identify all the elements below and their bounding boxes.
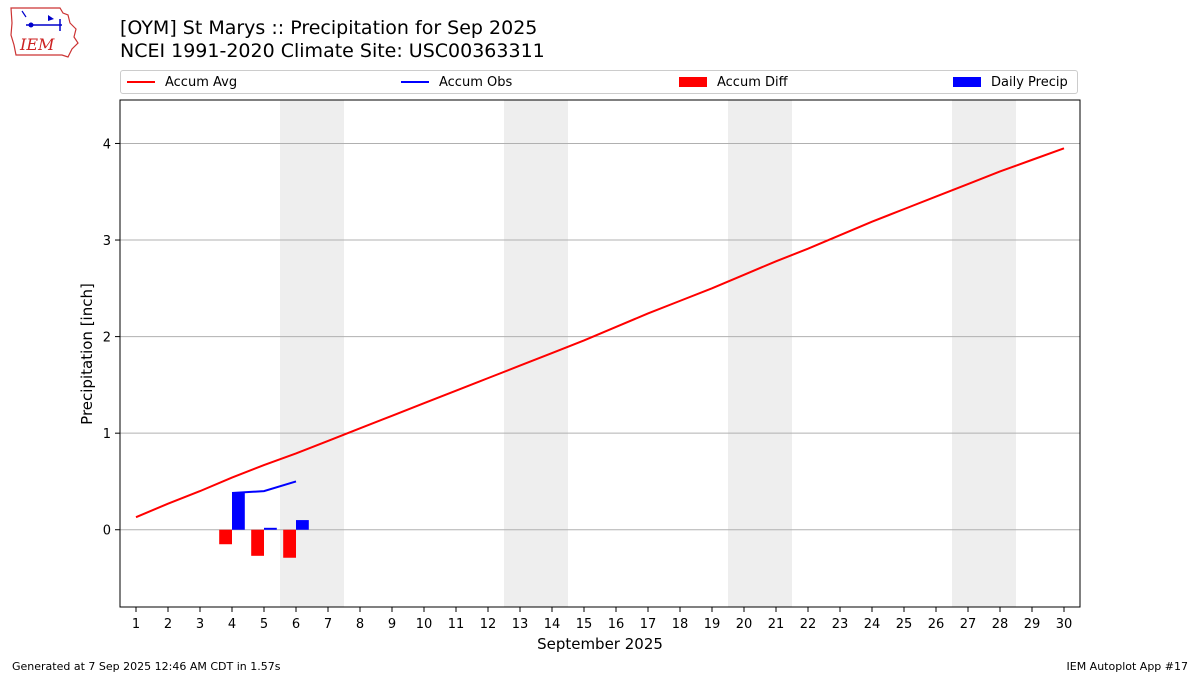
x-tick-label: 5 xyxy=(260,617,268,632)
weekend-shading xyxy=(280,100,1016,607)
legend: Accum Avg Accum Obs Accum Diff Daily Pre… xyxy=(120,70,1078,94)
weekend-shade xyxy=(952,100,1016,607)
x-axis-ticks: 1 2 3 4 5 6 7 8 9 10 11 12 13 14 15 16 17 18 19 20 21 22 23 24 2… xyxy=(132,607,1072,632)
x-tick-label: 23 xyxy=(832,617,849,632)
x-tick-label: 10 xyxy=(416,617,433,632)
x-tick-label: 13 xyxy=(512,617,529,632)
x-tick-label: 19 xyxy=(704,617,721,632)
x-tick-label: 17 xyxy=(640,617,657,632)
legend-swatch-daily-precip xyxy=(953,77,981,87)
legend-label-accum-obs: Accum Obs xyxy=(439,74,513,90)
x-tick-label: 18 xyxy=(672,617,689,632)
grid-lines xyxy=(120,142,1080,531)
x-tick-label: 4 xyxy=(228,617,236,632)
weekend-shade xyxy=(504,100,568,607)
accum-diff-bar xyxy=(251,529,264,556)
x-tick-label: 6 xyxy=(292,617,300,632)
accum-diff-bar xyxy=(219,529,232,545)
y-tick-label: 4 xyxy=(103,137,111,152)
lines xyxy=(135,147,1065,519)
plot-frame xyxy=(119,99,1081,608)
x-tick-label: 22 xyxy=(800,617,817,632)
y-tick-label: 0 xyxy=(103,524,111,539)
x-tick-label: 25 xyxy=(896,617,913,632)
legend-swatch-accum-diff xyxy=(679,77,707,87)
legend-item-accum-avg: Accum Avg xyxy=(127,71,237,93)
x-tick-label: 30 xyxy=(1056,617,1073,632)
x-tick-label: 2 xyxy=(164,617,172,632)
x-tick-label: 11 xyxy=(448,617,465,632)
daily-precip-bar xyxy=(296,520,309,530)
x-tick-label: 3 xyxy=(196,617,204,632)
y-tick-label: 3 xyxy=(103,234,111,249)
bars xyxy=(219,493,309,558)
x-axis-label: September 2025 xyxy=(537,635,663,653)
legend-item-accum-diff: Accum Diff xyxy=(679,71,788,93)
y-tick-label: 2 xyxy=(103,331,111,346)
chart-subtitle: NCEI 1991-2020 Climate Site: USC00363311 xyxy=(120,40,545,62)
legend-item-daily-precip: Daily Precip xyxy=(953,71,1068,93)
weekend-shade xyxy=(280,100,344,607)
y-tick-label: 1 xyxy=(103,427,111,442)
x-tick-label: 1 xyxy=(132,617,140,632)
x-tick-label: 8 xyxy=(356,617,364,632)
x-tick-label: 14 xyxy=(544,617,561,632)
iem-logo: IEM xyxy=(10,7,79,58)
footer-app: IEM Autoplot App #17 xyxy=(1066,660,1189,673)
accum-avg-line xyxy=(135,147,1065,519)
accum-obs-line xyxy=(231,480,297,495)
logo-text: IEM xyxy=(19,35,55,54)
legend-label-daily-precip: Daily Precip xyxy=(991,74,1068,90)
x-tick-label: 16 xyxy=(608,617,625,632)
daily-precip-bar xyxy=(232,493,245,530)
x-tick-label: 7 xyxy=(324,617,332,632)
x-tick-label: 28 xyxy=(992,617,1009,632)
x-tick-label: 24 xyxy=(864,617,881,632)
accum-diff-bar xyxy=(283,529,296,558)
y-axis-label: Precipitation [inch] xyxy=(78,283,96,425)
x-tick-label: 29 xyxy=(1024,617,1041,632)
legend-label-accum-avg: Accum Avg xyxy=(165,74,238,90)
x-tick-label: 9 xyxy=(388,617,396,632)
chart-title: [OYM] St Marys :: Precipitation for Sep … xyxy=(120,17,538,39)
x-tick-label: 26 xyxy=(928,617,945,632)
legend-label-accum-diff: Accum Diff xyxy=(717,74,788,90)
x-tick-label: 20 xyxy=(736,617,753,632)
legend-swatch-accum-avg xyxy=(127,81,155,83)
x-tick-label: 15 xyxy=(576,617,593,632)
x-tick-label: 21 xyxy=(768,617,785,632)
weekend-shade xyxy=(728,100,792,607)
footer-generated: Generated at 7 Sep 2025 12:46 AM CDT in … xyxy=(12,660,281,673)
y-axis-ticks: 0 1 2 3 4 xyxy=(103,137,120,539)
legend-item-accum-obs: Accum Obs xyxy=(401,71,512,93)
legend-swatch-accum-obs xyxy=(401,81,429,83)
x-tick-label: 27 xyxy=(960,617,977,632)
x-tick-label: 12 xyxy=(480,617,497,632)
daily-precip-bar xyxy=(264,527,277,530)
